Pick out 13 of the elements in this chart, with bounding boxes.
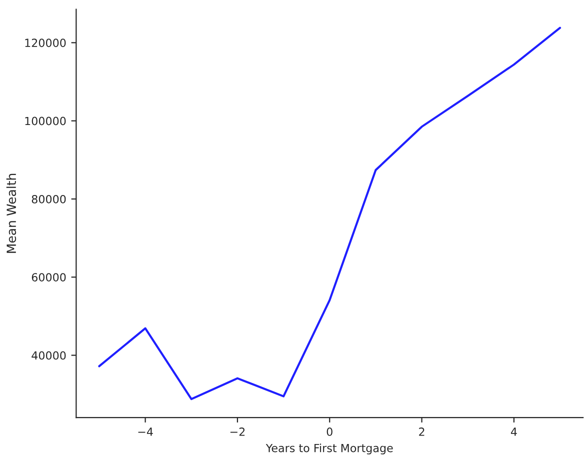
y-axis-title: Mean Wealth	[6, 174, 16, 253]
x-tick-label: −4	[138, 428, 153, 436]
x-tick-label: 0	[326, 428, 332, 436]
x-axis-title: Years to First Mortgage	[266, 444, 393, 454]
y-tick-label: 100000	[25, 116, 66, 126]
x-tick-label: 4	[510, 428, 517, 436]
y-tick-label: 120000	[25, 38, 66, 48]
x-tick-label: −2	[230, 428, 245, 436]
y-tick-label: 60000	[32, 273, 66, 282]
line-series	[98, 26, 562, 400]
y-tick-label: 40000	[32, 351, 66, 360]
y-tick-label: 80000	[32, 194, 66, 204]
x-tick-label: 2	[419, 428, 424, 436]
